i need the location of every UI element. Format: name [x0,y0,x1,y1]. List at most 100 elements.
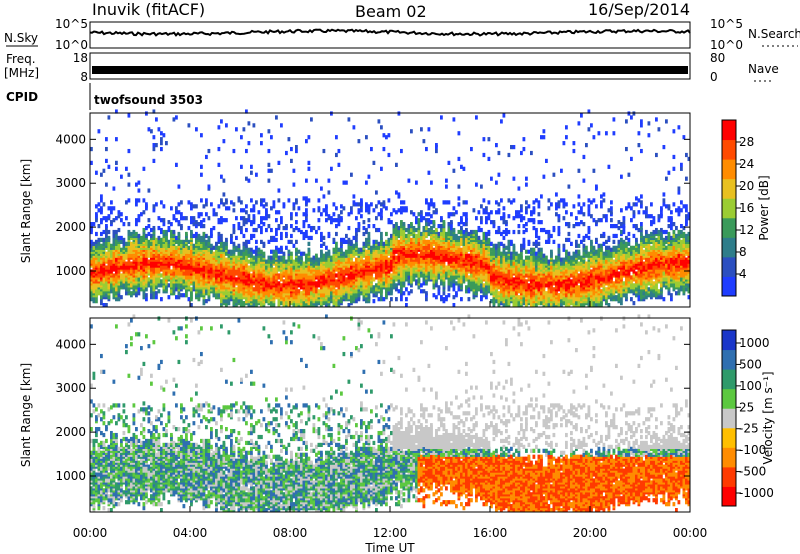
heatmap-cell [500,198,503,203]
heatmap-cell [392,249,396,254]
heatmap-cell [277,160,281,165]
heatmap-cell [500,241,503,246]
heatmap-cell [315,229,318,235]
heatmap-cell [430,180,433,185]
heatmap-cell [307,235,311,241]
heatmap-cell [502,220,506,225]
heatmap-cell [352,261,356,266]
heatmap-cell [267,129,271,134]
heatmap-cell [180,212,183,217]
heatmap-cell [460,225,463,231]
heatmap-cell [445,178,448,183]
heatmap-cell [385,245,388,250]
heatmap-cell [505,277,508,282]
heatmap-cell [472,271,476,276]
heatmap-cell [365,227,368,233]
heatmap-cell [287,198,291,203]
heatmap-cell [427,127,431,132]
heatmap-cell [432,229,436,235]
heatmap-cell [375,287,378,292]
heatmap-cell [255,267,258,272]
heatmap-cell [322,235,326,241]
heatmap-cell [497,241,501,246]
heatmap-cell [427,227,431,233]
heatmap-cell [485,295,488,300]
heatmap-cell [110,200,113,205]
heatmap-cell [497,150,501,156]
heatmap-cell [457,184,461,189]
heatmap-cell [477,225,481,231]
heatmap-cell [217,125,221,130]
heatmap-cell [202,204,206,209]
heatmap-cell [465,216,468,221]
heatmap-cell [327,214,331,219]
heatmap-cell [182,255,186,260]
heatmap-cell [162,271,166,276]
heatmap-cell [480,227,483,233]
heatmap-cell [147,259,151,264]
heatmap-cell [407,253,411,258]
heatmap-cell [437,291,441,296]
freq-unit-label: [MHz] [4,66,39,80]
heatmap-cell [295,220,298,225]
heatmap-cell [307,265,311,270]
heatmap-cell [402,200,406,205]
heatmap-cell [147,188,151,193]
heatmap-cell [262,251,266,256]
heatmap-cell [95,293,98,298]
heatmap-cell [412,241,416,246]
heatmap-cell [292,227,296,233]
heatmap-cell [385,239,388,244]
heatmap-cell [425,249,428,254]
heatmap-cell [195,247,198,252]
heatmap-cell [377,261,381,266]
heatmap-cell [337,259,341,264]
heatmap-cell [97,241,101,246]
heatmap-cell [375,267,378,272]
heatmap-cell [260,225,263,231]
heatmap-cell [432,202,436,207]
heatmap-cell [115,257,118,262]
heatmap-cell [225,299,228,304]
heatmap-cell [200,172,203,177]
heatmap-cell [387,237,391,243]
heatmap-cell [145,287,148,292]
heatmap-cell [470,229,473,235]
heatmap-cell [105,237,108,243]
heatmap-cell [400,148,403,154]
heatmap-cell [452,271,456,276]
heatmap-cell [280,283,283,288]
heatmap-cell [305,218,308,223]
heatmap-cell [100,259,103,264]
heatmap-cell [355,257,358,262]
heatmap-cell [295,212,298,217]
heatmap-cell [280,123,283,128]
heatmap-cell [480,295,483,300]
heatmap-cell [195,231,198,237]
heatmap-cell [225,257,228,262]
freq-tick-high: 18 [73,51,88,65]
heatmap-cell [335,241,338,246]
heatmap-cell [292,168,296,173]
heatmap-cell [455,269,458,274]
heatmap-cell [302,231,306,237]
heatmap-cell [492,243,496,248]
heatmap-cell [102,202,106,207]
heatmap-cell [250,251,253,256]
heatmap-cell [332,253,336,258]
heatmap-cell [307,285,311,290]
heatmap-cell [152,287,156,292]
heatmap-cell [205,273,208,278]
heatmap-cell [437,263,441,268]
heatmap-cell [450,229,453,235]
heatmap-cell [437,245,441,250]
heatmap-cell [142,198,146,203]
heatmap-cell [317,289,321,294]
heatmap-cell [372,285,376,290]
heatmap-cell [320,186,323,191]
heatmap-cell [125,200,128,205]
heatmap-cell [252,249,256,254]
heatmap-cell [510,285,513,290]
heatmap-cell [217,231,221,237]
heatmap-cell [212,281,216,286]
